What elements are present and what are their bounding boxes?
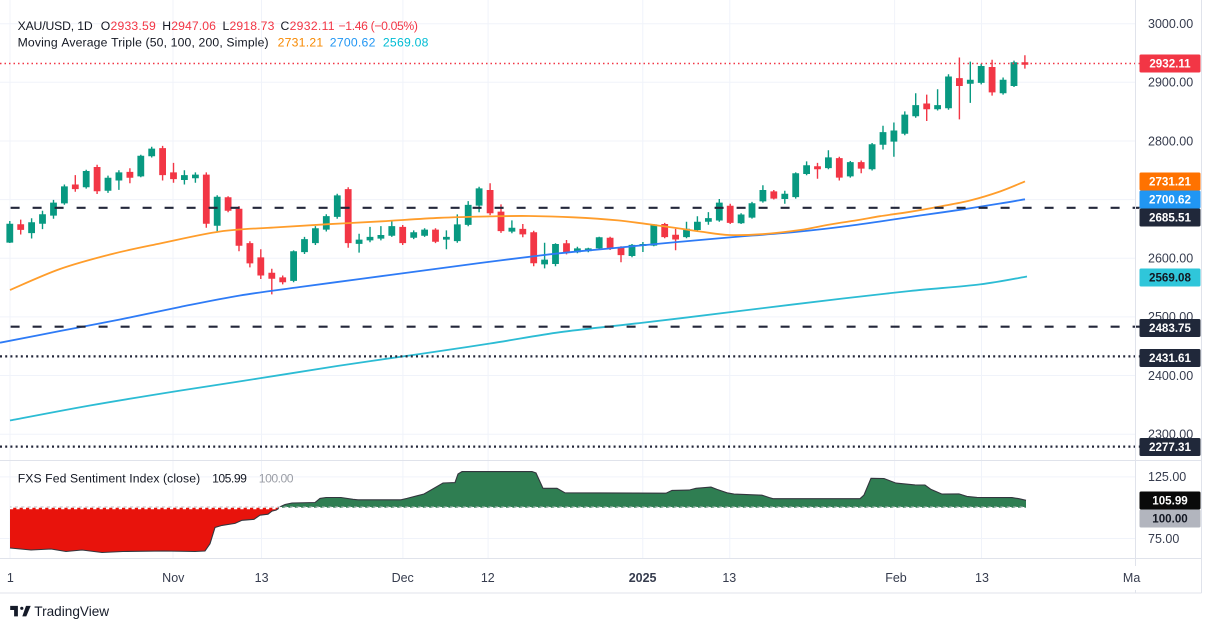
svg-text:Moving Average Triple (50, 100: Moving Average Triple (50, 100, 200, Sim… [18,36,269,50]
svg-text:2277.31: 2277.31 [1149,441,1191,454]
svg-text:FXS Fed Sentiment Index (close: FXS Fed Sentiment Index (close) [18,471,201,485]
svg-text:XAU/USD, 1D: XAU/USD, 1D [18,19,93,33]
svg-text:13: 13 [255,571,269,585]
svg-text:2932.11: 2932.11 [1149,58,1191,71]
svg-text:2600.00: 2600.00 [1148,252,1193,266]
svg-text:Nov: Nov [162,571,185,585]
svg-text:2700.62: 2700.62 [1149,194,1191,207]
svg-text:12: 12 [481,571,495,585]
svg-text:L2918.73: L2918.73 [223,19,275,33]
svg-text:2400.00: 2400.00 [1148,369,1193,383]
svg-text:2800.00: 2800.00 [1148,134,1193,148]
svg-text:2900.00: 2900.00 [1148,76,1193,90]
svg-text:2025: 2025 [629,571,657,585]
svg-text:Ma: Ma [1123,571,1140,585]
svg-text:Dec: Dec [392,571,414,585]
svg-text:C2932.11: C2932.11 [281,19,335,33]
svg-text:TradingView: TradingView [34,604,109,619]
svg-text:−1.46 (−0.05%): −1.46 (−0.05%) [339,19,418,33]
svg-text:75.00: 75.00 [1148,532,1179,546]
svg-text:2569.08: 2569.08 [1149,272,1191,285]
svg-text:O2933.59: O2933.59 [101,19,156,33]
svg-text:2731.21: 2731.21 [1149,176,1191,189]
svg-text:H2947.06: H2947.06 [162,19,216,33]
svg-text:100.00: 100.00 [259,471,294,485]
svg-text:100.00: 100.00 [1152,513,1187,526]
svg-text:1: 1 [7,571,14,585]
svg-text:2700.62: 2700.62 [330,36,376,50]
svg-text:2731.21: 2731.21 [278,36,324,50]
svg-text:Feb: Feb [885,571,907,585]
svg-text:125.00: 125.00 [1148,470,1186,484]
svg-text:13: 13 [975,571,989,585]
svg-text:2569.08: 2569.08 [383,36,429,50]
svg-text:13: 13 [722,571,736,585]
svg-text:3000.00: 3000.00 [1148,17,1193,31]
svg-text:105.99: 105.99 [1152,495,1188,508]
svg-text:105.99: 105.99 [212,471,247,485]
svg-text:2483.75: 2483.75 [1149,322,1191,335]
svg-text:2431.61: 2431.61 [1149,352,1191,365]
svg-text:2685.51: 2685.51 [1149,212,1191,225]
